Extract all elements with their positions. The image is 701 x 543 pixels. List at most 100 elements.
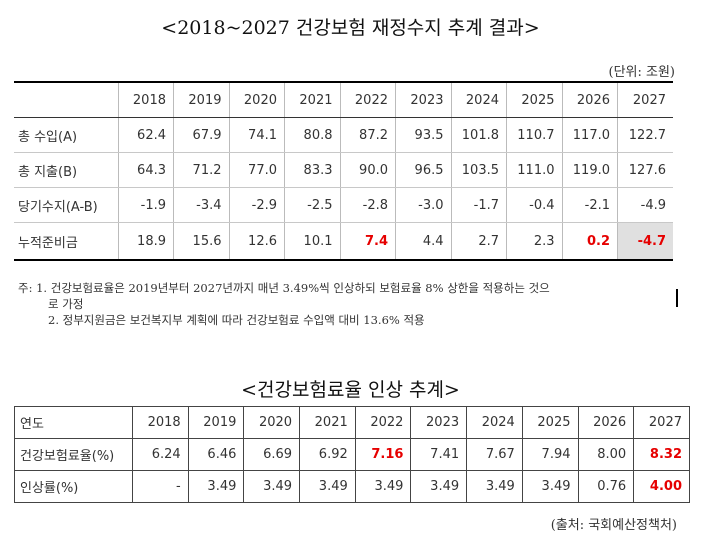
row-label: 건강보험료율(%) — [14, 438, 133, 471]
table-cell: 111.0 — [506, 152, 562, 188]
header-cell: 2026 — [561, 82, 618, 118]
table-cell: 3.49 — [521, 470, 579, 503]
fiscal-projection-title: <2018~2027 건강보험 재정수지 추계 결과> — [161, 17, 540, 39]
table-cell: -4.9 — [617, 187, 673, 223]
header-cell: 2024 — [450, 82, 507, 118]
header-cell: 2019 — [187, 406, 245, 439]
table-cell: -2.5 — [284, 187, 340, 223]
table-cell: -2.1 — [561, 187, 618, 223]
header-cell: 2021 — [299, 406, 356, 439]
table-cell: 3.49 — [187, 470, 245, 503]
footnote-1-continued: 로 가정 — [48, 297, 84, 311]
table-cell: 71.2 — [173, 152, 229, 188]
header-cell: 2018 — [132, 406, 189, 439]
table-row: 총 지출(B) 64.3 71.2 77.0 83.3 90.0 96.5 10… — [14, 152, 673, 188]
table-cell: 6.46 — [187, 438, 245, 471]
header-cell: 연도 — [14, 406, 133, 439]
row-label: 총 수입(A) — [14, 117, 118, 153]
table-cell: 119.0 — [561, 152, 618, 188]
table-cell: 101.8 — [450, 117, 507, 153]
highlighted-cell: 7.4 — [339, 222, 396, 260]
table-cell: 103.5 — [450, 152, 507, 188]
table-row: 인상률(%) - 3.49 3.49 3.49 3.49 3.49 3.49 3… — [14, 470, 690, 503]
table-cell: 74.1 — [228, 117, 285, 153]
table-cell: 3.49 — [299, 470, 356, 503]
header-cell: 2025 — [506, 82, 562, 118]
table-cell: 93.5 — [395, 117, 451, 153]
highlighted-cell: 4.00 — [633, 470, 690, 503]
unit-label: (단위: 조원) — [608, 65, 676, 80]
table-cell: 7.67 — [466, 438, 523, 471]
table-cell: 64.3 — [117, 152, 174, 188]
premium-rate-table: 연도 2018 2019 2020 2021 2022 2023 2024 20… — [14, 406, 690, 503]
row-label: 총 지출(B) — [14, 152, 118, 188]
header-cell: 2020 — [243, 406, 301, 439]
table-header-row: 2018 2019 2020 2021 2022 2023 2024 2025 … — [14, 82, 673, 118]
text-cursor-marker — [676, 289, 678, 307]
table-cell: 6.92 — [299, 438, 356, 471]
table-cell: -2.8 — [339, 187, 396, 223]
table-cell: -2.9 — [228, 187, 285, 223]
table-row: 당기수지(A-B) -1.9 -3.4 -2.9 -2.5 -2.8 -3.0 … — [14, 187, 673, 223]
premium-rate-title: <건강보험료율 인상 추계> — [241, 379, 460, 401]
table-cell: 7.41 — [410, 438, 468, 471]
table-cell: -1.7 — [450, 187, 507, 223]
table-cell: 2.3 — [506, 222, 562, 260]
footnote-1: 주: 1. 건강보험료율은 2019년부터 2027년까지 매년 3.49%씩 … — [18, 281, 550, 295]
table-cell: 8.00 — [577, 438, 635, 471]
highlighted-cell: 0.2 — [561, 222, 618, 260]
row-label: 누적준비금 — [18, 235, 78, 251]
table-cell: 122.7 — [617, 117, 673, 153]
header-cell: 2023 — [410, 406, 468, 439]
header-cell: 2021 — [284, 82, 340, 118]
table-row: 총 수입(A) 62.4 67.9 74.1 80.8 87.2 93.5 10… — [14, 117, 673, 153]
table-cell: 87.2 — [339, 117, 396, 153]
header-cell — [14, 82, 118, 118]
table-cell: - — [132, 470, 189, 503]
header-cell: 2027 — [633, 406, 690, 439]
highlighted-cell: 7.16 — [354, 438, 412, 471]
highlighted-cell: 8.32 — [633, 438, 690, 471]
table-cell: 3.49 — [410, 470, 468, 503]
table-cell: 3.49 — [466, 470, 523, 503]
footnote-2: 2. 정부지원금은 보건복지부 계획에 따라 건강보험료 수입액 대비 13.6… — [48, 313, 425, 327]
table-cell: -0.4 — [506, 187, 562, 223]
table-cell: 67.9 — [173, 117, 229, 153]
header-cell: 2019 — [173, 82, 229, 118]
header-cell: 2024 — [466, 406, 523, 439]
row-label: 인상률(%) — [14, 470, 133, 503]
table-cell: 3.49 — [243, 470, 301, 503]
header-cell: 2026 — [577, 406, 635, 439]
table-row: 건강보험료율(%) 6.24 6.46 6.69 6.92 7.16 7.41 … — [14, 438, 690, 471]
header-cell: 2018 — [117, 82, 174, 118]
header-cell: 2023 — [395, 82, 451, 118]
fiscal-projection-table: 2018 2019 2020 2021 2022 2023 2024 2025 … — [14, 81, 673, 261]
table-cell: 80.8 — [284, 117, 340, 153]
header-cell: 2025 — [521, 406, 579, 439]
row-label: 당기수지(A-B) — [14, 187, 118, 223]
table-cell: 117.0 — [561, 117, 618, 153]
header-cell: 2022 — [354, 406, 412, 439]
table-cell: 18.9 — [117, 222, 174, 260]
source-note: (출처: 국회예산정책처) — [550, 518, 677, 533]
header-cell: 2027 — [617, 82, 673, 118]
table-cell: 110.7 — [506, 117, 562, 153]
table-cell: 10.1 — [284, 222, 340, 260]
table-cell: 127.6 — [617, 152, 673, 188]
table-cell: 12.6 — [228, 222, 285, 260]
header-cell: 2022 — [339, 82, 396, 118]
table-cell: 77.0 — [228, 152, 285, 188]
highlighted-shaded-cell: -4.7 — [617, 222, 673, 260]
footnotes: 주: 1. 건강보험료율은 2019년부터 2027년까지 매년 3.49%씩 … — [18, 280, 678, 328]
table-cell: 4.4 — [395, 222, 451, 260]
table-cell: 15.6 — [173, 222, 229, 260]
table-cell: -1.9 — [117, 187, 174, 223]
table-cell: 62.4 — [117, 117, 174, 153]
table-cell: 7.94 — [521, 438, 579, 471]
table-cell: 0.76 — [577, 470, 635, 503]
table-cell: 96.5 — [395, 152, 451, 188]
table-cell: 6.24 — [132, 438, 189, 471]
table-cell: 2.7 — [450, 222, 507, 260]
table-cell: -3.4 — [173, 187, 229, 223]
table-cell: -3.0 — [395, 187, 451, 223]
